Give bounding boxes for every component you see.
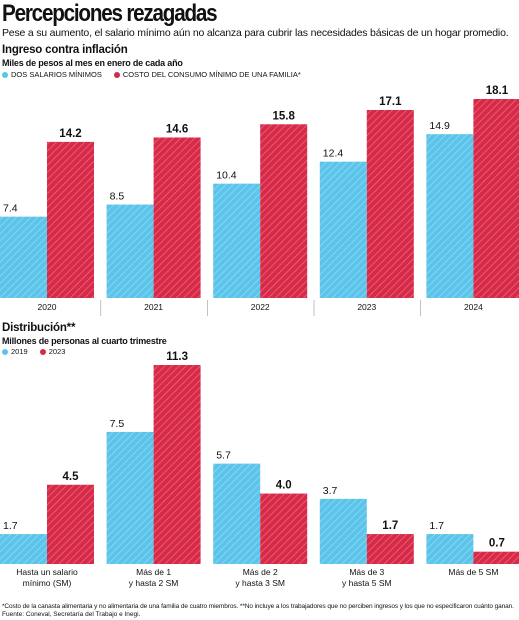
bar-2023-4 [473, 551, 519, 564]
legend-label: COSTO DEL CONSUMO MÍNIMO DE UNA FAMILIA* [122, 70, 301, 79]
category-label: y hasta 5 SM [342, 578, 392, 588]
bar-costo-del-consumo-m-nimo-de-una-familia-1 [153, 137, 201, 298]
category-label: mínimo (SM) [23, 578, 72, 588]
legend-item-2023: 2023 [39, 347, 66, 356]
legend-swatch-blue [2, 348, 8, 355]
bar-dos-salarios-m-nimos-3 [319, 161, 367, 298]
bar-2019-2 [213, 463, 261, 564]
page-title: Percepciones rezagadas [2, 0, 218, 27]
footnote: *Costo de la canasta alimentaria y no al… [2, 603, 514, 610]
data-label: 3.7 [323, 485, 338, 497]
chart2-legend: 2019 2023 [2, 347, 73, 356]
legend-item-costo-consumo: COSTO DEL CONSUMO MÍNIMO DE UNA FAMILIA* [113, 70, 301, 79]
legend-label: 2019 [11, 347, 28, 356]
bar-2023-0 [47, 484, 94, 564]
data-label: 1.7 [382, 520, 398, 532]
bar-dos-salarios-m-nimos-0 [0, 216, 47, 298]
bar-2019-3 [319, 498, 367, 564]
category-label: 2024 [464, 302, 483, 312]
chart2-subtitle: Millones de personas al cuarto trimestre [2, 336, 167, 346]
category-label: Más de 2 [243, 567, 278, 577]
bar-costo-del-consumo-m-nimo-de-una-familia-4 [473, 99, 519, 298]
bar-dos-salarios-m-nimos-2 [213, 183, 261, 298]
legend-item-2019: 2019 [2, 347, 28, 356]
bar-costo-del-consumo-m-nimo-de-una-familia-2 [260, 124, 308, 298]
data-label: 14.9 [429, 120, 450, 132]
bar-dos-salarios-m-nimos-4 [426, 134, 474, 298]
data-label: 11.3 [166, 351, 188, 363]
data-label: 1.7 [3, 520, 18, 532]
data-label: 4.5 [63, 471, 80, 483]
category-label: 2021 [144, 302, 163, 312]
bar-costo-del-consumo-m-nimo-de-una-familia-3 [366, 109, 414, 298]
category-label: Más de 5 SM [448, 567, 498, 577]
category-label: Más de 3 [349, 567, 384, 577]
chart1-title: Ingreso contra inflación [2, 44, 128, 56]
data-label: 14.2 [59, 128, 81, 140]
bar-2019-0 [0, 534, 47, 564]
category-label: 2020 [38, 302, 57, 312]
category-label: 2022 [251, 302, 270, 312]
category-label: y hasta 3 SM [235, 578, 285, 588]
data-label: 1.7 [429, 520, 444, 532]
bar-dos-salarios-m-nimos-1 [106, 204, 154, 298]
bar-2023-3 [366, 534, 414, 564]
legend-item-dos-salarios: DOS SALARIOS MÍNIMOS [2, 70, 102, 79]
chart1-plot: 7.4 14.2 2020 8.5 14.6 2021 10.4 15.8 2022 12.4 17… [0, 85, 519, 316]
category-label: 2023 [357, 302, 376, 312]
chart1-subtitle: Miles de pesos al mes en enero de cada a… [2, 58, 183, 68]
bar-costo-del-consumo-m-nimo-de-una-familia-0 [47, 141, 94, 298]
data-label: 5.7 [216, 450, 231, 462]
legend-swatch-red [113, 71, 120, 78]
legend-label: 2023 [48, 347, 66, 356]
bar-2019-1 [106, 431, 154, 564]
data-label: 18.1 [486, 85, 509, 97]
data-label: 4.0 [276, 480, 292, 492]
category-label: Más de 1 [136, 567, 171, 577]
data-label: 14.6 [166, 123, 188, 135]
page-subtitle: Pese a su aumento, el salario mínimo aún… [2, 27, 509, 39]
chart2-title: Distribución** [2, 322, 76, 334]
data-label: 8.5 [110, 191, 125, 203]
data-label: 7.4 [3, 203, 18, 215]
legend-swatch-red [39, 348, 46, 355]
bar-2019-4 [426, 534, 474, 564]
legend-label: DOS SALARIOS MÍNIMOS [11, 70, 102, 79]
data-label: 15.8 [273, 110, 296, 122]
data-label: 10.4 [216, 170, 237, 182]
category-label: y hasta 2 SM [129, 578, 179, 588]
data-label: 17.1 [379, 96, 402, 108]
bar-2023-1 [153, 365, 201, 564]
data-label: 7.5 [110, 418, 125, 430]
bar-2023-2 [260, 493, 308, 564]
data-label: 0.7 [489, 538, 505, 550]
category-label: Hasta un salario [16, 567, 78, 577]
chart1-legend: DOS SALARIOS MÍNIMOS COSTO DEL CONSUMO M… [2, 70, 309, 79]
source-note: Fuente: Coneval, Secretaría del Trabajo … [2, 611, 141, 618]
data-label: 12.4 [323, 148, 344, 160]
legend-swatch-blue [2, 71, 8, 78]
